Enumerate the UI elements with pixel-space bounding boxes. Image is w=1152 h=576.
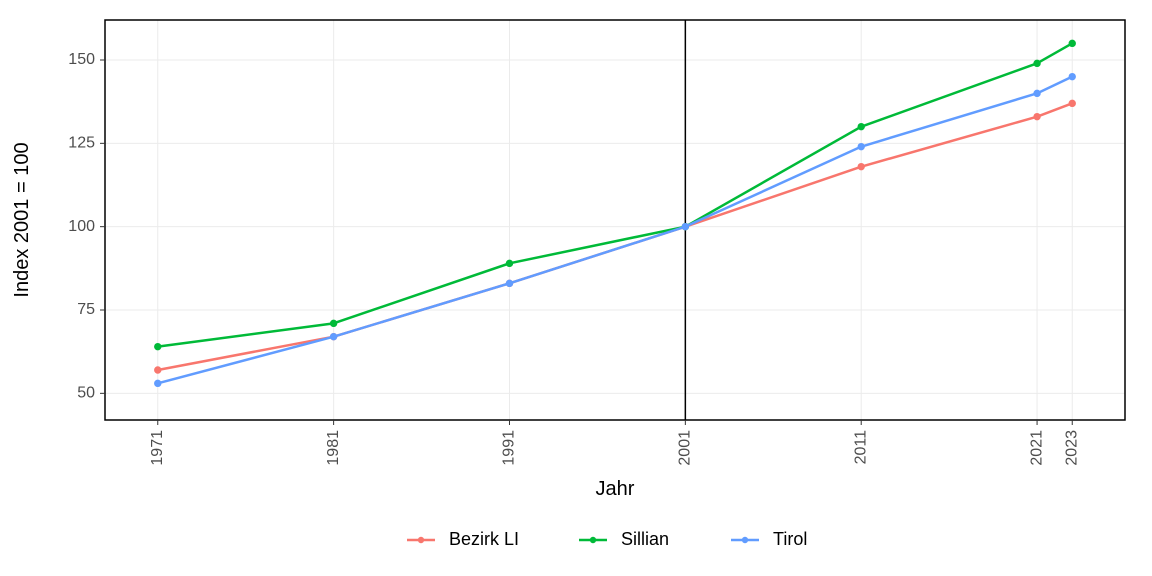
y-tick-label: 50: [77, 385, 95, 402]
series-point: [858, 123, 864, 129]
x-tick-label: 1981: [325, 430, 342, 466]
series-point: [506, 260, 512, 266]
series-point: [1069, 100, 1075, 106]
series-point: [1034, 90, 1040, 96]
legend-glyph-point: [590, 537, 596, 543]
series-point: [155, 343, 161, 349]
legend-label: Bezirk LI: [449, 529, 519, 549]
series-point: [1069, 40, 1075, 46]
x-tick-label: 2023: [1063, 430, 1080, 466]
series-point: [330, 320, 336, 326]
x-tick-label: 1971: [149, 430, 166, 466]
legend-glyph-point: [418, 537, 424, 543]
legend-label: Tirol: [773, 529, 807, 549]
x-tick-label: 2001: [677, 430, 694, 466]
series-point: [858, 143, 864, 149]
series-point: [506, 280, 512, 286]
x-tick-label: 2021: [1028, 430, 1045, 466]
series-point: [1069, 73, 1075, 79]
series-point: [155, 380, 161, 386]
x-tick-label: 1991: [501, 430, 518, 466]
y-tick-label: 125: [68, 135, 95, 152]
y-axis-title: Index 2001 = 100: [11, 142, 33, 297]
x-axis-title: Jahr: [596, 478, 635, 500]
series-point: [858, 163, 864, 169]
legend-label: Sillian: [621, 529, 669, 549]
panel-background: [105, 20, 1125, 420]
series-point: [155, 367, 161, 373]
y-tick-label: 150: [68, 51, 95, 68]
line-chart: 50 75 100 125 150 1971 1981 1991 2001 2011 2021 202…: [0, 0, 1152, 576]
series-point: [1034, 60, 1040, 66]
series-point: [1034, 113, 1040, 119]
chart-container: 50 75 100 125 150 1971 1981 1991 2001 2011 2021 202…: [0, 0, 1152, 576]
series-point: [682, 223, 688, 229]
series-point: [330, 333, 336, 339]
y-tick-label: 75: [77, 301, 95, 318]
legend-glyph-point: [742, 537, 748, 543]
x-tick-label: 2011: [852, 430, 869, 465]
y-tick-label: 100: [68, 218, 95, 235]
